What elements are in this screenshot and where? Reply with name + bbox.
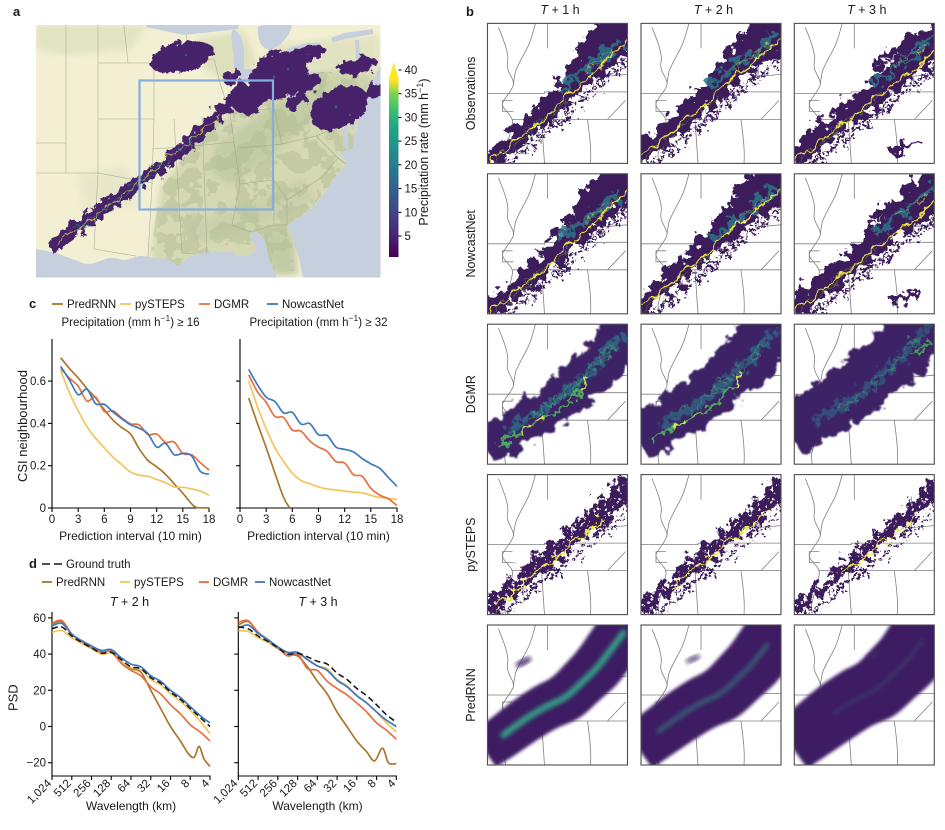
svg-text:DGMR: DGMR bbox=[464, 375, 478, 413]
svg-text:b: b bbox=[466, 4, 474, 19]
svg-text:18: 18 bbox=[203, 514, 216, 526]
svg-text:512: 512 bbox=[52, 778, 74, 800]
svg-text:1,024: 1,024 bbox=[25, 777, 54, 806]
svg-text:256: 256 bbox=[72, 778, 94, 800]
svg-text:T + 3 h: T + 3 h bbox=[298, 595, 337, 609]
svg-text:6: 6 bbox=[289, 514, 295, 526]
svg-text:Precipitation (mm h−1) ≥ 32: Precipitation (mm h−1) ≥ 32 bbox=[249, 313, 387, 329]
svg-text:3: 3 bbox=[263, 514, 269, 526]
svg-text:0.4: 0.4 bbox=[30, 418, 47, 430]
svg-text:T + 3 h: T + 3 h bbox=[847, 3, 886, 17]
svg-text:Wavelength (km): Wavelength (km) bbox=[272, 799, 362, 813]
svg-text:18: 18 bbox=[391, 514, 404, 526]
svg-text:NowcastNet: NowcastNet bbox=[464, 210, 478, 278]
svg-text:0.2: 0.2 bbox=[30, 461, 46, 473]
svg-text:16: 16 bbox=[341, 778, 359, 796]
svg-text:128: 128 bbox=[91, 778, 113, 800]
svg-text:pySTEPS: pySTEPS bbox=[464, 518, 478, 572]
svg-text:0.6: 0.6 bbox=[30, 376, 46, 388]
svg-text:NowcastNet: NowcastNet bbox=[269, 577, 332, 589]
svg-text:0: 0 bbox=[237, 514, 243, 526]
svg-text:3: 3 bbox=[75, 514, 81, 526]
svg-text:DGMR: DGMR bbox=[213, 577, 248, 589]
svg-text:Prediction interval (10 min): Prediction interval (10 min) bbox=[59, 529, 202, 543]
svg-text:Observations: Observations bbox=[464, 57, 478, 131]
svg-text:PredRNN: PredRNN bbox=[67, 299, 116, 311]
svg-text:T + 2 h: T + 2 h bbox=[110, 595, 149, 609]
svg-text:12: 12 bbox=[338, 514, 351, 526]
svg-text:pySTEPS: pySTEPS bbox=[134, 577, 184, 589]
svg-text:6: 6 bbox=[101, 514, 107, 526]
svg-text:40: 40 bbox=[33, 649, 46, 661]
svg-text:Precipitation (mm h−1) ≥ 16: Precipitation (mm h−1) ≥ 16 bbox=[61, 313, 199, 329]
svg-text:PredRNN: PredRNN bbox=[464, 668, 478, 722]
svg-text:40: 40 bbox=[405, 65, 418, 77]
svg-text:pySTEPS: pySTEPS bbox=[135, 299, 185, 311]
svg-text:128: 128 bbox=[278, 778, 300, 800]
svg-text:T + 2 h: T + 2 h bbox=[694, 3, 733, 17]
svg-text:CSI neighbourhood: CSI neighbourhood bbox=[15, 370, 30, 482]
svg-text:Precipitation rate (mm h−1): Precipitation rate (mm h−1) bbox=[415, 78, 431, 225]
svg-text:256: 256 bbox=[258, 778, 280, 800]
svg-text:20: 20 bbox=[405, 160, 418, 172]
svg-text:5: 5 bbox=[405, 231, 411, 243]
svg-text:12: 12 bbox=[150, 514, 163, 526]
svg-text:32: 32 bbox=[135, 778, 153, 796]
svg-text:a: a bbox=[13, 4, 21, 19]
svg-text:15: 15 bbox=[176, 514, 189, 526]
svg-text:PSD: PSD bbox=[6, 684, 21, 711]
svg-text:1,024: 1,024 bbox=[212, 777, 241, 806]
svg-text:9: 9 bbox=[315, 514, 321, 526]
svg-text:10: 10 bbox=[405, 207, 418, 219]
svg-text:0: 0 bbox=[40, 722, 46, 734]
svg-text:DGMR: DGMR bbox=[214, 299, 249, 311]
svg-text:0: 0 bbox=[49, 514, 55, 526]
svg-text:c: c bbox=[29, 296, 36, 311]
svg-text:PredRNN: PredRNN bbox=[56, 577, 105, 589]
svg-text:32: 32 bbox=[322, 778, 340, 796]
svg-text:15: 15 bbox=[405, 184, 418, 196]
svg-text:9: 9 bbox=[127, 514, 133, 526]
svg-text:15: 15 bbox=[364, 514, 377, 526]
svg-text:T + 1 h: T + 1 h bbox=[540, 3, 579, 17]
svg-text:d: d bbox=[29, 556, 37, 571]
svg-text:60: 60 bbox=[33, 613, 46, 625]
svg-text:35: 35 bbox=[405, 89, 418, 101]
svg-text:25: 25 bbox=[405, 136, 418, 148]
svg-text:Prediction interval (10 min): Prediction interval (10 min) bbox=[247, 529, 390, 543]
svg-text:0: 0 bbox=[40, 503, 46, 515]
svg-text:NowcastNet: NowcastNet bbox=[282, 299, 345, 311]
svg-text:20: 20 bbox=[33, 685, 46, 697]
svg-text:512: 512 bbox=[238, 778, 260, 800]
svg-text:Wavelength (km): Wavelength (km) bbox=[86, 799, 176, 813]
svg-text:Ground truth: Ground truth bbox=[66, 559, 131, 571]
svg-text:−20: −20 bbox=[26, 758, 46, 770]
svg-text:30: 30 bbox=[405, 112, 418, 124]
svg-text:16: 16 bbox=[155, 778, 173, 796]
